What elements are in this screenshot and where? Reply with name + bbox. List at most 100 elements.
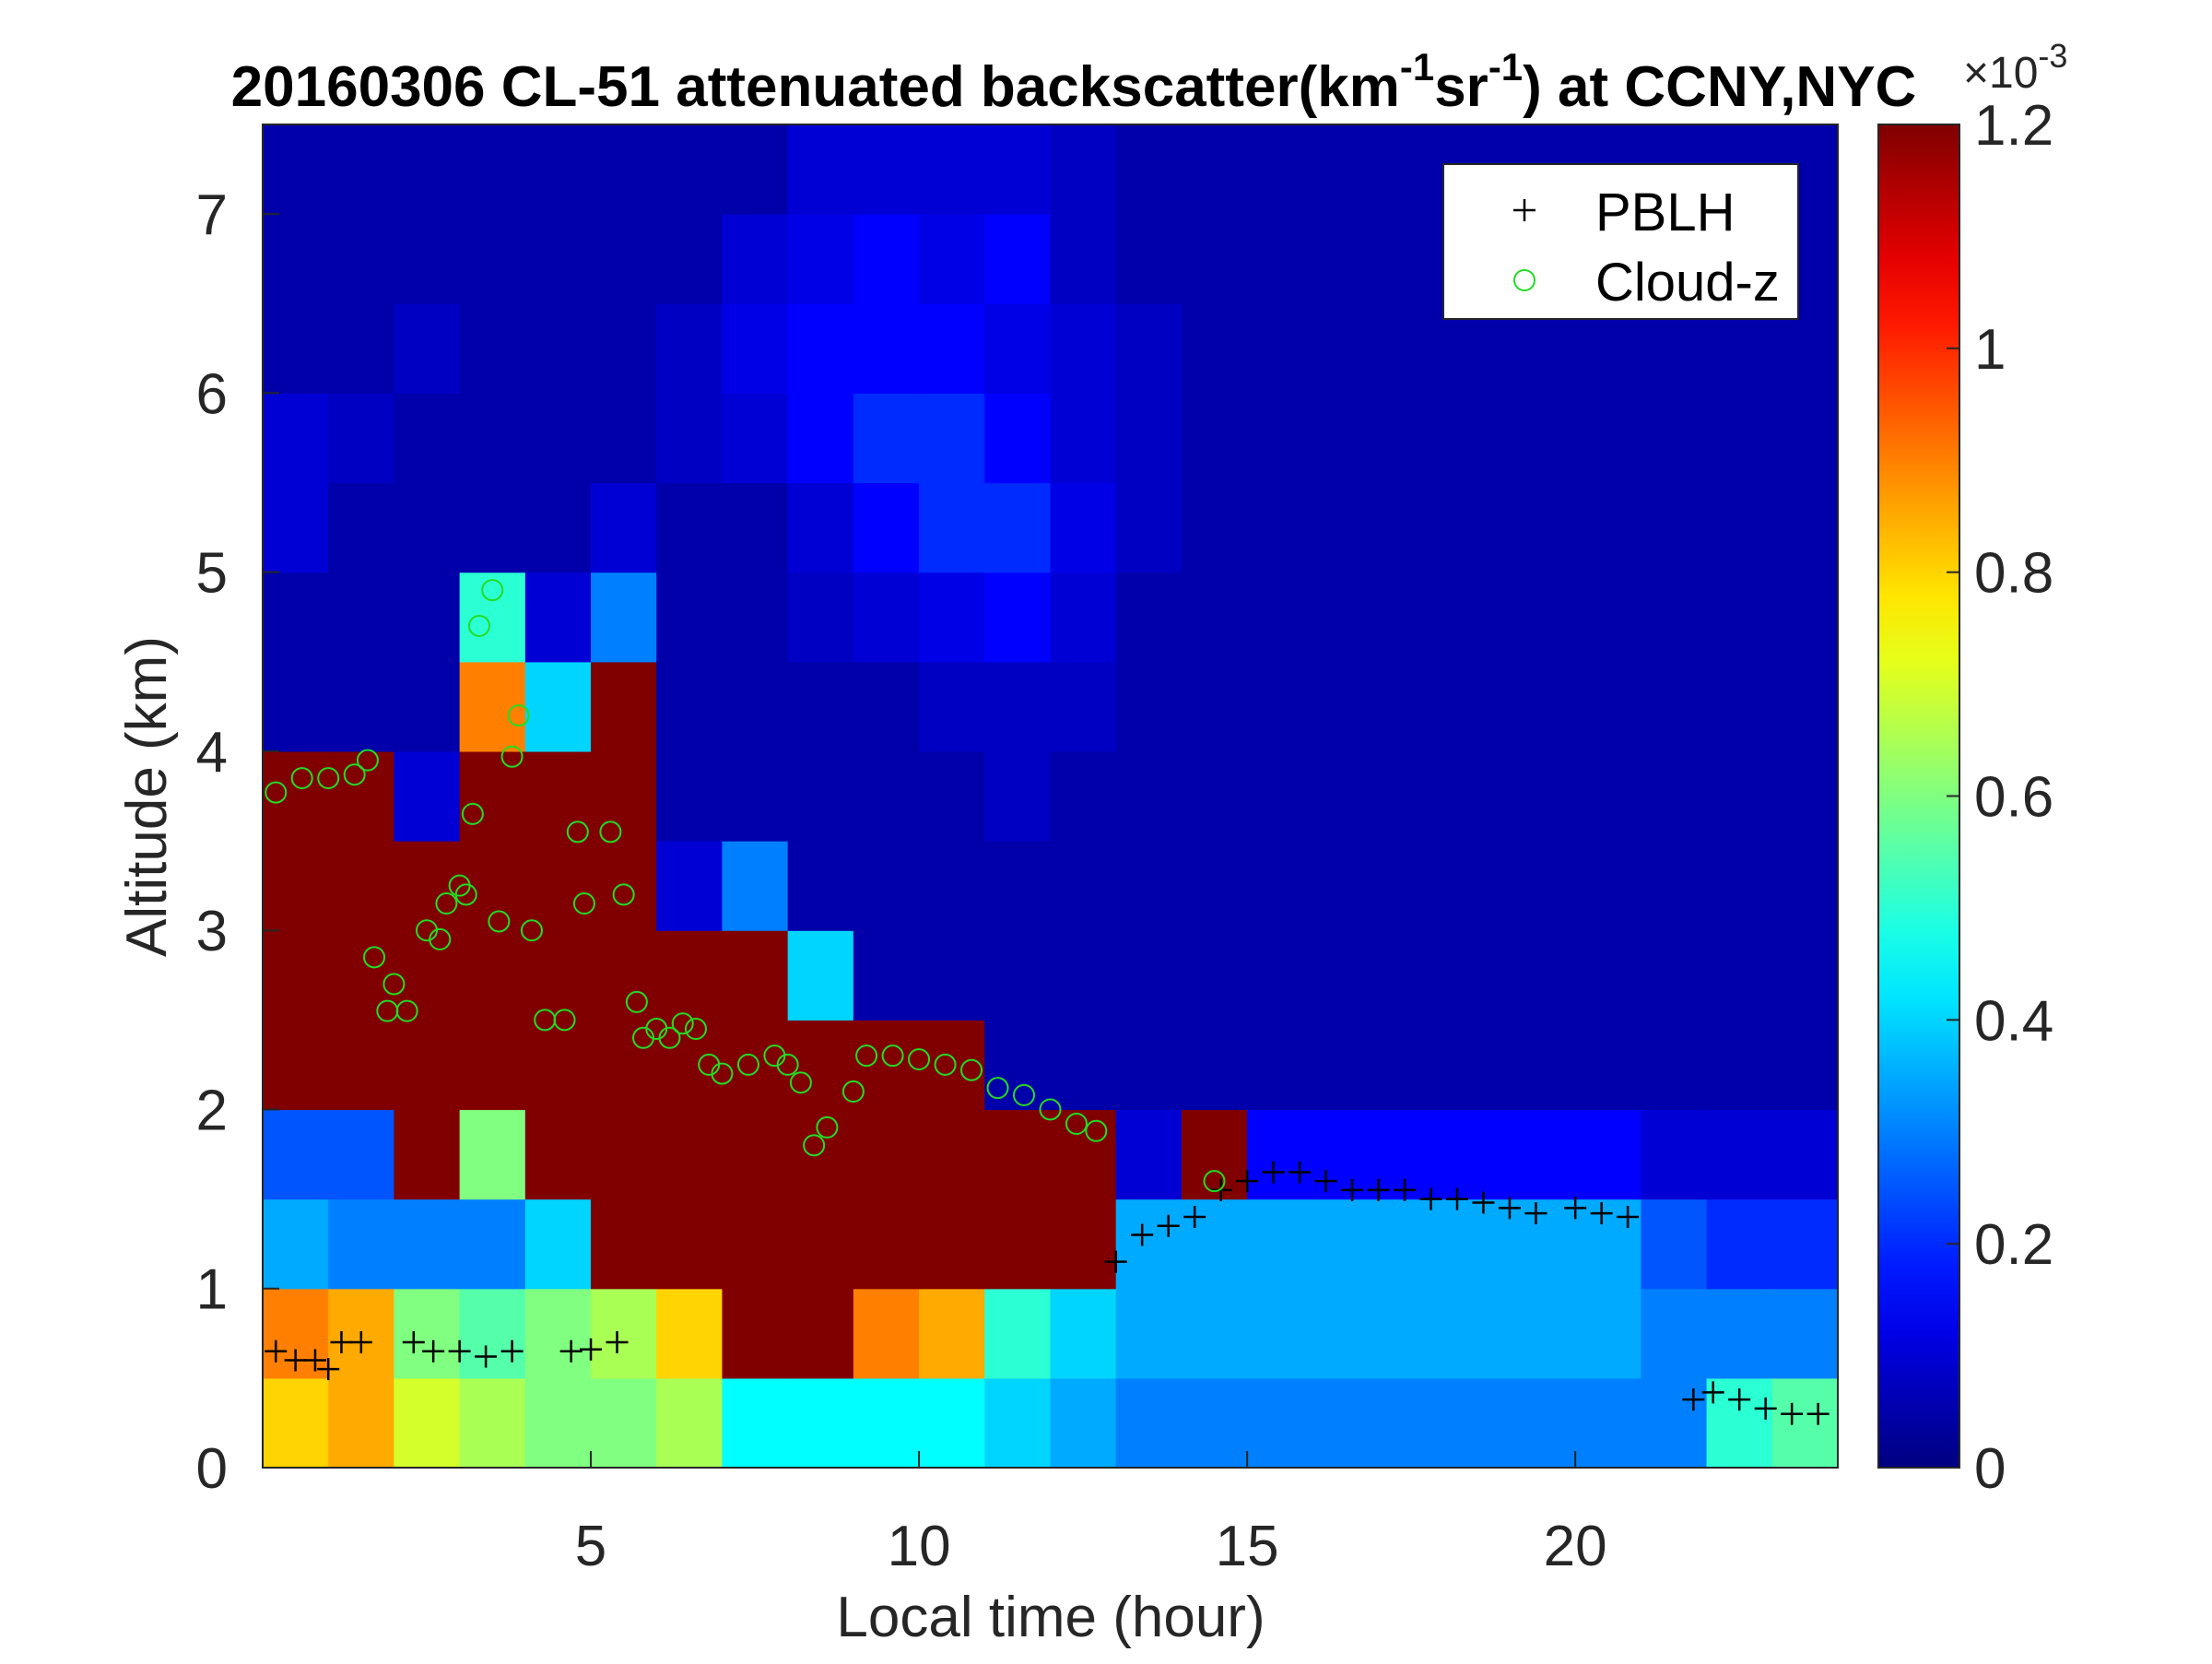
pblh-marker xyxy=(606,1331,629,1354)
heatmap-cell xyxy=(524,572,592,663)
heatmap-cell xyxy=(1771,1109,1839,1200)
heatmap-cell xyxy=(591,393,657,484)
heatmap-cell xyxy=(328,841,395,931)
heatmap-cell xyxy=(1575,1288,1641,1379)
heatmap-cell xyxy=(524,841,592,931)
cloud-marker xyxy=(736,1053,759,1076)
heatmap-cell xyxy=(1771,393,1839,484)
heatmap-cell xyxy=(722,1288,789,1379)
y-tick-label: 4 xyxy=(196,721,228,785)
cloud-marker xyxy=(1065,1113,1088,1136)
heatmap-cell xyxy=(1443,393,1511,484)
pblh-marker xyxy=(1498,1197,1521,1220)
cloud-marker xyxy=(934,1053,957,1076)
heatmap-cell xyxy=(1181,1288,1248,1379)
heatmap-cell xyxy=(394,1109,461,1200)
heatmap-cell xyxy=(722,841,789,931)
exponent-power: -3 xyxy=(2038,37,2067,75)
heatmap-cell xyxy=(984,214,1052,304)
heatmap-cell xyxy=(787,661,854,752)
heatmap-cell xyxy=(524,1109,592,1200)
pblh-marker xyxy=(1288,1161,1312,1184)
heatmap-cell xyxy=(919,930,985,1021)
heatmap-cell xyxy=(328,1377,395,1469)
heatmap-cell xyxy=(787,841,854,931)
pblh-marker xyxy=(303,1349,326,1372)
heatmap-cell xyxy=(1115,930,1182,1021)
heatmap-cell xyxy=(1181,124,1248,215)
heatmap-cell xyxy=(394,750,461,842)
heatmap-cell xyxy=(787,1288,854,1379)
heatmap-cell xyxy=(1706,661,1773,752)
x-tick-label: 5 xyxy=(575,1515,606,1578)
cloud-marker xyxy=(520,919,543,942)
colorbar-tick-label: 0.8 xyxy=(1974,542,2053,606)
heatmap-cell xyxy=(1181,1020,1248,1111)
heatmap-cell xyxy=(787,572,854,663)
heatmap-cell xyxy=(919,1288,985,1379)
heatmap-cell xyxy=(1115,214,1182,304)
heatmap-cell xyxy=(1181,572,1248,663)
heatmap-cell xyxy=(591,214,657,304)
heatmap-cell xyxy=(1706,482,1773,573)
heatmap-cell xyxy=(459,1198,526,1290)
heatmap-cell xyxy=(328,750,395,842)
heatmap-cell xyxy=(1115,124,1182,215)
heatmap-cell xyxy=(591,572,657,663)
heatmap-cell xyxy=(1575,750,1641,842)
heatmap-cell xyxy=(1706,841,1773,931)
heatmap-cell xyxy=(1181,482,1248,573)
colorbar-tick-label: 0 xyxy=(1974,1437,2006,1501)
heatmap-cell xyxy=(853,1109,920,1200)
heatmap-cell xyxy=(394,1198,461,1290)
heatmap-cell xyxy=(919,750,985,842)
cloud-marker xyxy=(356,749,379,772)
heatmap-cell xyxy=(1050,1198,1117,1290)
cloud-marker xyxy=(467,614,490,637)
heatmap-cell xyxy=(1641,393,1708,484)
heatmap-cell xyxy=(459,482,526,573)
cloud-marker xyxy=(816,1115,839,1139)
colorbar-tick-label: 1 xyxy=(1974,318,2006,382)
heatmap-cell xyxy=(1509,1377,1576,1469)
title-part: 20160306 CL-51 attenuated backscatter(km xyxy=(231,55,1400,119)
pblh-marker xyxy=(317,1358,340,1381)
pblh-marker xyxy=(1781,1402,1804,1425)
heatmap-cell xyxy=(1050,124,1117,215)
heatmap-cell xyxy=(722,482,789,573)
x-axis-label: Local time (hour) xyxy=(836,1586,1265,1649)
heatmap-cell xyxy=(263,1198,329,1290)
heatmap-cell xyxy=(1181,841,1248,931)
cloud-marker xyxy=(566,820,589,844)
heatmap-cell xyxy=(722,930,789,1021)
heatmap-cell xyxy=(1575,393,1641,484)
heatmap-cell xyxy=(1247,1109,1313,1200)
pblh-marker xyxy=(1617,1206,1640,1229)
y-tick-label: 5 xyxy=(196,542,228,606)
heatmap-cell xyxy=(263,572,329,663)
heatmap-cell xyxy=(722,124,789,215)
pblh-marker xyxy=(1728,1388,1751,1411)
pblh-marker xyxy=(1701,1381,1724,1404)
heatmap-cell xyxy=(853,124,920,215)
heatmap-cell xyxy=(722,393,789,484)
cloud-marker xyxy=(317,767,340,790)
heatmap-cell xyxy=(984,1377,1052,1469)
cloud-marker xyxy=(986,1077,1009,1100)
heatmap-cell xyxy=(1181,214,1248,304)
heatmap-cell xyxy=(853,1198,920,1290)
heatmap-cell xyxy=(984,124,1052,215)
heatmap-cell xyxy=(722,303,789,394)
heatmap-cell xyxy=(328,1109,395,1200)
heatmap-cell xyxy=(656,841,724,931)
heatmap-cell xyxy=(656,1288,724,1379)
heatmap-cell xyxy=(1575,572,1641,663)
heatmap-cell xyxy=(1771,930,1839,1021)
heatmap-cell xyxy=(1706,393,1773,484)
heatmap-cell xyxy=(1443,930,1511,1021)
pblh-marker xyxy=(1262,1161,1285,1184)
pblh-marker xyxy=(1754,1397,1777,1420)
cloud-marker xyxy=(553,1009,576,1032)
pblh-marker xyxy=(1314,1170,1337,1193)
heatmap-cell xyxy=(1575,661,1641,752)
